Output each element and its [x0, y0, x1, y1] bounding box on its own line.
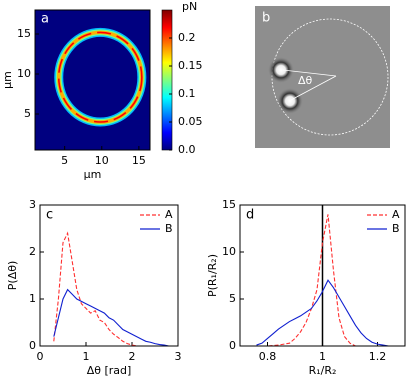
axes-frame	[39, 204, 179, 347]
x-tick-label: 10	[95, 154, 109, 167]
colorbar-tick-label: 0.05	[178, 115, 203, 128]
axes-frame	[239, 204, 406, 347]
y-tick-label: 15	[17, 27, 31, 40]
colorbar-tick-label: 0.1	[178, 87, 196, 100]
legend-label: A	[165, 208, 173, 221]
x-tick-label: 5	[61, 154, 68, 167]
y-tick-label: 10	[17, 67, 31, 80]
legend-label: A	[392, 208, 400, 221]
y-axis-label: μm	[1, 71, 14, 89]
y-tick-label: 10	[222, 245, 236, 258]
colorbar-tick-label: 0.15	[178, 59, 203, 72]
legend-label: B	[392, 222, 400, 235]
y-tick-label: 2	[29, 245, 36, 258]
angle-line	[290, 75, 337, 101]
y-tick-label: 3	[29, 198, 36, 211]
x-tick-label: 15	[132, 154, 146, 167]
y-tick-label: 15	[222, 198, 236, 211]
ring	[57, 31, 143, 123]
y-tick-label: 0	[29, 339, 36, 352]
x-axis-label: μm	[84, 168, 102, 181]
x-tick-label: 1	[319, 350, 326, 363]
panel-label: b	[262, 11, 270, 26]
y-tick-label: 5	[24, 107, 31, 120]
y-tick-label: 1	[29, 292, 36, 305]
bead	[277, 88, 303, 114]
x-tick-label: 0	[37, 350, 44, 363]
trace-circle	[271, 18, 389, 136]
colorbar	[161, 9, 173, 151]
x-axis-label: Δθ [rad]	[87, 364, 132, 377]
y-tick-label: 0	[229, 339, 236, 352]
x-tick-label: 2	[129, 350, 136, 363]
angle-label: Δθ	[298, 74, 313, 87]
series-line	[53, 288, 169, 347]
axes-frame	[34, 9, 151, 151]
legend-label: B	[165, 222, 173, 235]
series-line	[53, 231, 169, 347]
bead	[268, 57, 294, 83]
angle-line	[282, 69, 337, 77]
colorbar-label: pN	[182, 0, 197, 13]
x-tick-label: 3	[175, 350, 182, 363]
x-axis-label: R₁/R₂	[309, 364, 337, 377]
colorbar-tick-label: 0.2	[178, 31, 196, 44]
micrograph: Δθ b	[255, 6, 390, 148]
y-tick-label: 5	[229, 292, 236, 305]
x-tick-label: 0.8	[259, 350, 277, 363]
panel-label: d	[246, 208, 254, 223]
y-axis-label: P(R₁/R₂)	[206, 254, 219, 297]
y-axis-label: P(Δθ)	[6, 261, 19, 290]
series-line	[256, 279, 389, 347]
x-tick-label: 1.2	[369, 350, 387, 363]
x-tick-label: 1	[83, 350, 90, 363]
colorbar-tick-label: 0.0	[178, 143, 196, 156]
panel-label: c	[46, 208, 53, 223]
panel-label: a	[41, 12, 49, 27]
